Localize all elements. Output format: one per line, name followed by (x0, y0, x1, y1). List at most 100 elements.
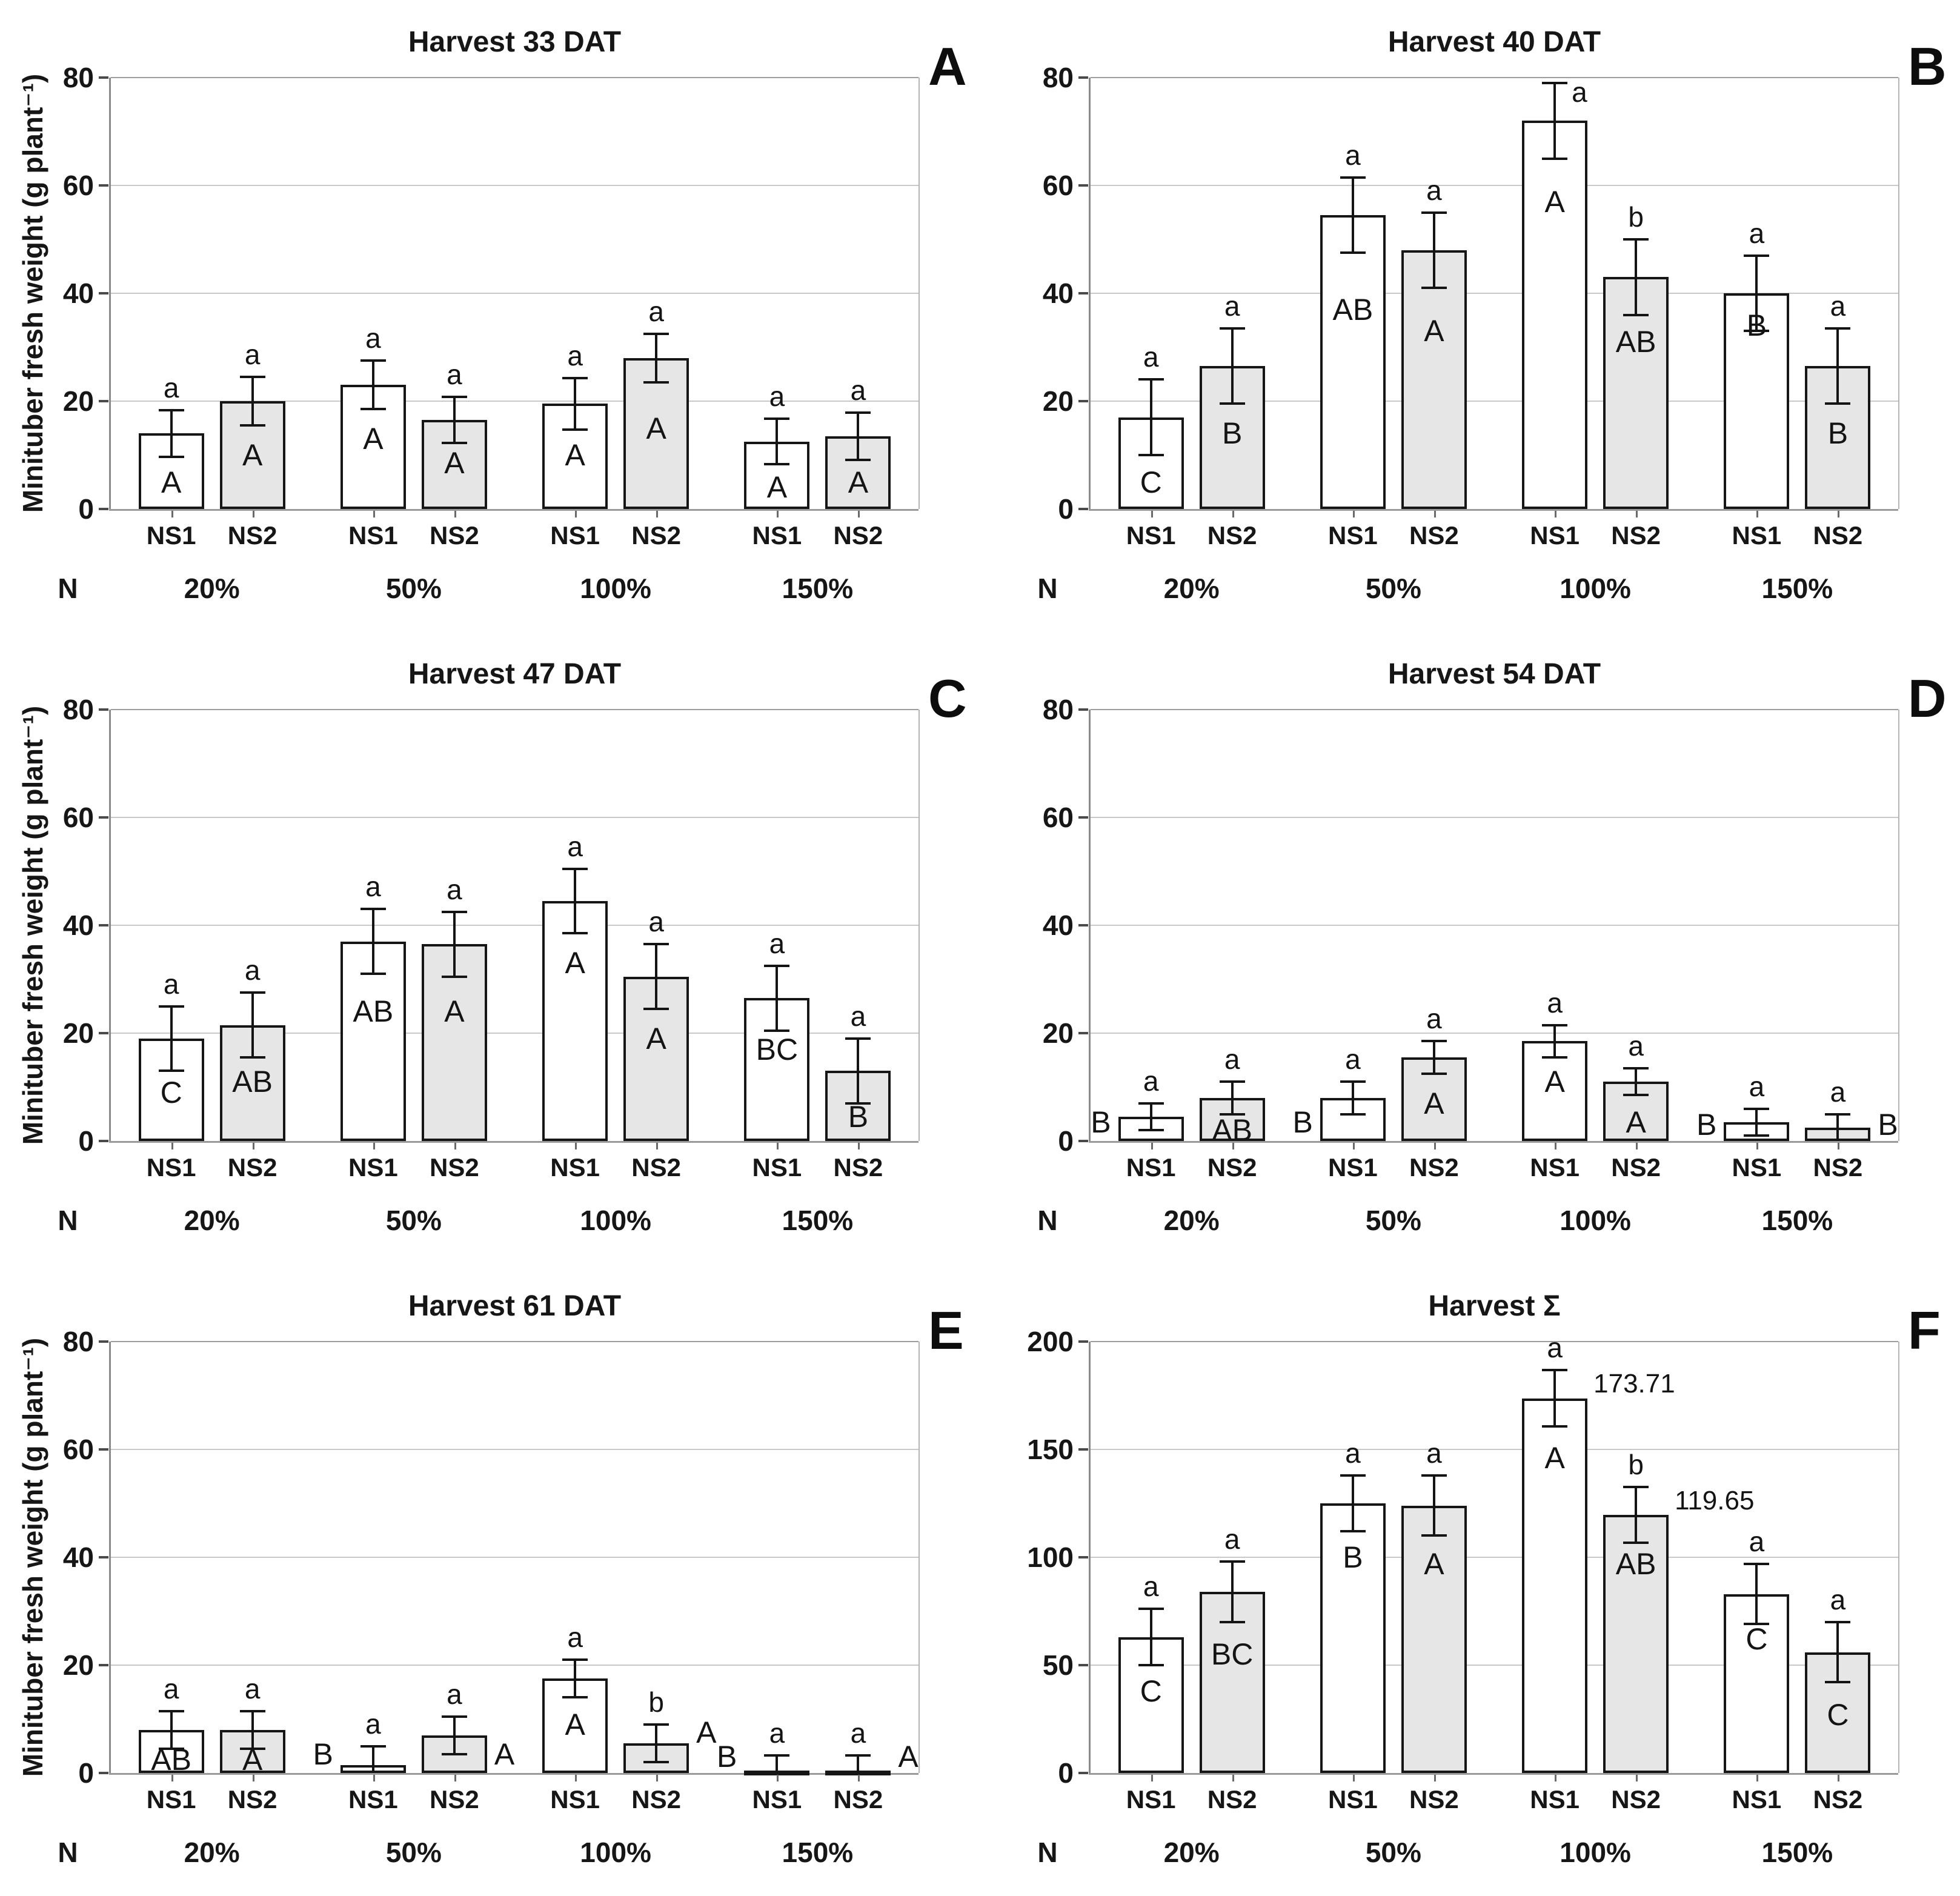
y-tick-mark (99, 508, 108, 510)
y-axis-line (109, 710, 111, 1143)
group-label: 50% (1365, 1837, 1421, 1868)
x-tick-label-ns2: NS2 (430, 1153, 479, 1182)
error-bar-cap-top (764, 417, 790, 421)
gridline (1091, 185, 1898, 186)
y-tick-label: 40 (1042, 910, 1074, 941)
panel-title: Harvest 54 DAT (1387, 658, 1601, 690)
error-bar-line (1836, 1622, 1839, 1683)
error-bar-cap-bottom (1542, 157, 1568, 160)
panel-title: Harvest 40 DAT (1387, 26, 1601, 58)
sig-letter-above: a (1749, 1525, 1765, 1557)
error-bar-line (574, 868, 577, 934)
error-bar-cap-top (1219, 1560, 1245, 1563)
sig-letter-above: a (1143, 341, 1159, 373)
y-tick-mark (99, 184, 108, 187)
bar-ns1 (1522, 1398, 1588, 1773)
bar-ns2 (623, 976, 689, 1141)
error-bar-line (1149, 379, 1152, 455)
x-tick-label-ns1: NS1 (348, 1785, 398, 1814)
y-tick-label: 80 (62, 1326, 94, 1357)
group-label: 150% (782, 1205, 854, 1236)
y-tick-mark (1078, 1448, 1088, 1451)
error-bar-cap-top (239, 375, 265, 378)
sig-letter-above: a (163, 1672, 179, 1705)
sig-letter-group: C (160, 1075, 182, 1109)
bar-ns2 (1805, 366, 1871, 509)
sig-letter-group: A (766, 470, 788, 505)
y-tick-mark (99, 1772, 108, 1774)
sig-letter-above: a (447, 358, 462, 390)
sig-letter-group: AB (232, 1065, 273, 1099)
sig-letter-group: B (1292, 1105, 1313, 1139)
x-axis-line (109, 1773, 919, 1775)
sig-letter-above: a (1224, 290, 1240, 322)
error-bar-cap-bottom (1623, 1542, 1649, 1545)
x-tick-mark (858, 511, 860, 517)
sig-letter-group: C (1140, 465, 1162, 499)
x-tick-mark (656, 1775, 659, 1781)
sig-letter-group: B (313, 1737, 333, 1771)
y-tick-mark (1078, 508, 1088, 510)
sig-letter-above: a (648, 295, 664, 327)
sig-letter-above: a (244, 1672, 261, 1705)
error-bar-cap-top (1825, 327, 1851, 330)
group-label: 20% (184, 573, 240, 604)
error-bar-cap-bottom (360, 408, 386, 411)
sig-letter-group: A (696, 1715, 717, 1750)
group-label: 20% (1163, 1837, 1220, 1868)
x-tick-label-ns2: NS2 (1207, 1153, 1257, 1182)
error-bar-cap-top (158, 1005, 184, 1008)
x-tick-mark (777, 511, 779, 517)
x-tick-mark (1151, 1143, 1153, 1149)
y-tick-label: 40 (1042, 278, 1074, 309)
error-bar-line (1553, 1025, 1556, 1058)
x-tick-label-ns1: NS1 (1126, 521, 1176, 550)
sig-letter-group: B (1827, 416, 1849, 451)
sig-letter-group: A (444, 994, 465, 1029)
error-bar-line (857, 1755, 860, 1773)
sig-letter-above: a (163, 372, 179, 404)
x-tick-label-ns1: NS1 (146, 521, 196, 550)
gridline (1091, 1665, 1898, 1666)
error-bar-cap-top (441, 910, 467, 913)
x-tick-mark (656, 1143, 659, 1149)
error-bar-cap-top (1623, 238, 1649, 241)
sig-letter-group: B (1343, 1540, 1363, 1574)
sig-letter-group: BC (756, 1032, 799, 1066)
y-tick-mark (1078, 76, 1088, 79)
sig-letter-group: B (1221, 416, 1243, 451)
error-bar-line (776, 1755, 779, 1773)
error-bar-line (1635, 1486, 1638, 1543)
y-axis-title: Minituber fresh weight (g plant⁻¹) (17, 1337, 48, 1777)
sig-letter-above: a (648, 906, 664, 938)
error-bar-cap-top (1340, 1474, 1366, 1477)
y-tick-label: 200 (1027, 1326, 1074, 1357)
error-bar-cap-bottom (643, 381, 669, 384)
group-label: 50% (1365, 1205, 1421, 1236)
error-bar-line (371, 1746, 374, 1773)
sig-letter-above: a (1426, 1003, 1442, 1035)
y-tick-mark (1078, 1340, 1088, 1343)
error-bar-cap-bottom (562, 1696, 588, 1699)
x-tick-label-ns1: NS1 (550, 1785, 600, 1814)
error-bar-cap-bottom (1421, 1072, 1447, 1075)
y-tick-label: 60 (62, 170, 94, 201)
error-bar-line (1231, 1082, 1234, 1114)
sig-letter-above: a (567, 830, 583, 862)
error-bar-line (1231, 1562, 1234, 1622)
n-axis-label: N (58, 573, 78, 604)
y-tick-mark (99, 1032, 108, 1034)
x-tick-mark (1555, 1775, 1557, 1781)
sig-letter-group: A (1626, 1105, 1646, 1139)
error-bar-cap-bottom (562, 428, 588, 431)
error-bar-cap-bottom (1623, 313, 1649, 316)
error-bar-cap-top (1421, 1040, 1447, 1043)
sig-letter-group: AB (1615, 325, 1656, 359)
error-bar-cap-bottom (764, 1029, 790, 1032)
bar-ns2 (1603, 1515, 1669, 1773)
y-tick-label: 0 (78, 493, 94, 525)
error-bar-line (1231, 328, 1234, 404)
x-tick-mark (1151, 1775, 1153, 1781)
error-bar-cap-top (360, 908, 386, 911)
